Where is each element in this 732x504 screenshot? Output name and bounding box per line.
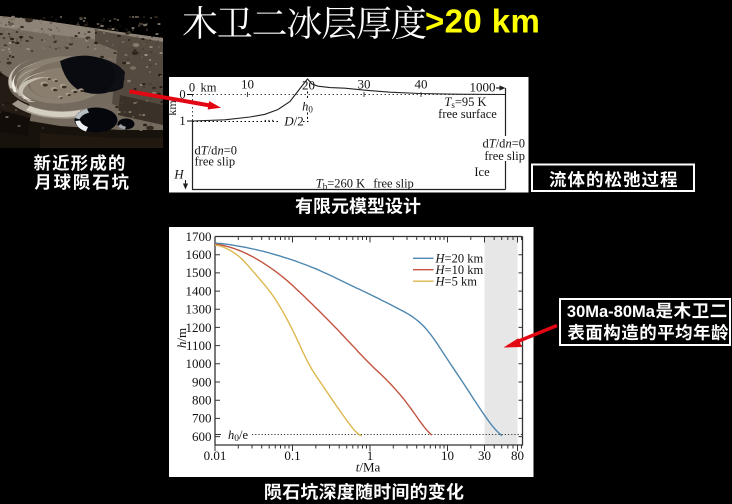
svg-text:800: 800	[192, 393, 212, 408]
svg-text:1: 1	[179, 114, 185, 128]
svg-text:dT/dn=0: dT/dn=0	[195, 143, 238, 157]
svg-text:1: 1	[367, 448, 374, 463]
svg-text:0.01: 0.01	[204, 448, 227, 463]
svg-text:40: 40	[415, 76, 428, 91]
svg-text:1000: 1000	[470, 80, 496, 95]
svg-text:0: 0	[189, 80, 195, 94]
svg-text:H=10 km: H=10 km	[435, 263, 484, 277]
svg-text:900: 900	[192, 374, 212, 389]
svg-text:1700: 1700	[186, 229, 212, 244]
svg-text:h/m: h/m	[174, 328, 189, 348]
svg-text:free slip: free slip	[484, 149, 525, 163]
svg-text:1200: 1200	[186, 320, 212, 335]
svg-text:H=20 km: H=20 km	[435, 252, 484, 266]
svg-text:0.1: 0.1	[284, 448, 300, 463]
svg-text:km: km	[201, 80, 217, 94]
svg-text:H: H	[173, 166, 184, 181]
svg-text:1600: 1600	[186, 247, 212, 262]
svg-text:10: 10	[441, 448, 454, 463]
svg-text:600: 600	[192, 429, 212, 444]
svg-text:H=5 km: H=5 km	[435, 275, 478, 289]
svg-text:km: km	[165, 100, 179, 116]
svg-text:1000: 1000	[186, 356, 212, 371]
svg-text:h0: h0	[302, 100, 313, 115]
svg-text:t/Ma: t/Ma	[356, 460, 381, 475]
svg-text:80: 80	[511, 448, 524, 463]
svg-text:Tb=260 K: Tb=260 K	[316, 177, 365, 192]
svg-text:Ice: Ice	[474, 165, 490, 179]
svg-text:free slip: free slip	[373, 177, 414, 191]
svg-text:20: 20	[302, 78, 315, 93]
svg-text:free slip: free slip	[195, 155, 236, 169]
svg-text:>20 km: >20 km	[425, 2, 540, 39]
svg-text:30: 30	[358, 76, 371, 91]
svg-text:0: 0	[179, 87, 185, 101]
svg-text:···: ···	[264, 115, 275, 127]
svg-text:1400: 1400	[186, 283, 212, 298]
svg-text:1100: 1100	[186, 338, 212, 353]
svg-text:1300: 1300	[186, 302, 212, 317]
svg-text:Ts=95 K: Ts=95 K	[444, 95, 486, 110]
svg-text:D/2: D/2	[283, 113, 304, 128]
svg-text:free surface: free surface	[438, 107, 497, 121]
svg-text:h0/e: h0/e	[228, 428, 248, 444]
svg-text:700: 700	[192, 411, 212, 426]
svg-text:dT/dn=0: dT/dn=0	[483, 137, 526, 151]
svg-text:10: 10	[241, 76, 254, 91]
svg-text:30Ma-80Ma: 30Ma-80Ma	[567, 303, 656, 321]
svg-text:1500: 1500	[186, 265, 212, 280]
svg-text:30: 30	[478, 448, 491, 463]
